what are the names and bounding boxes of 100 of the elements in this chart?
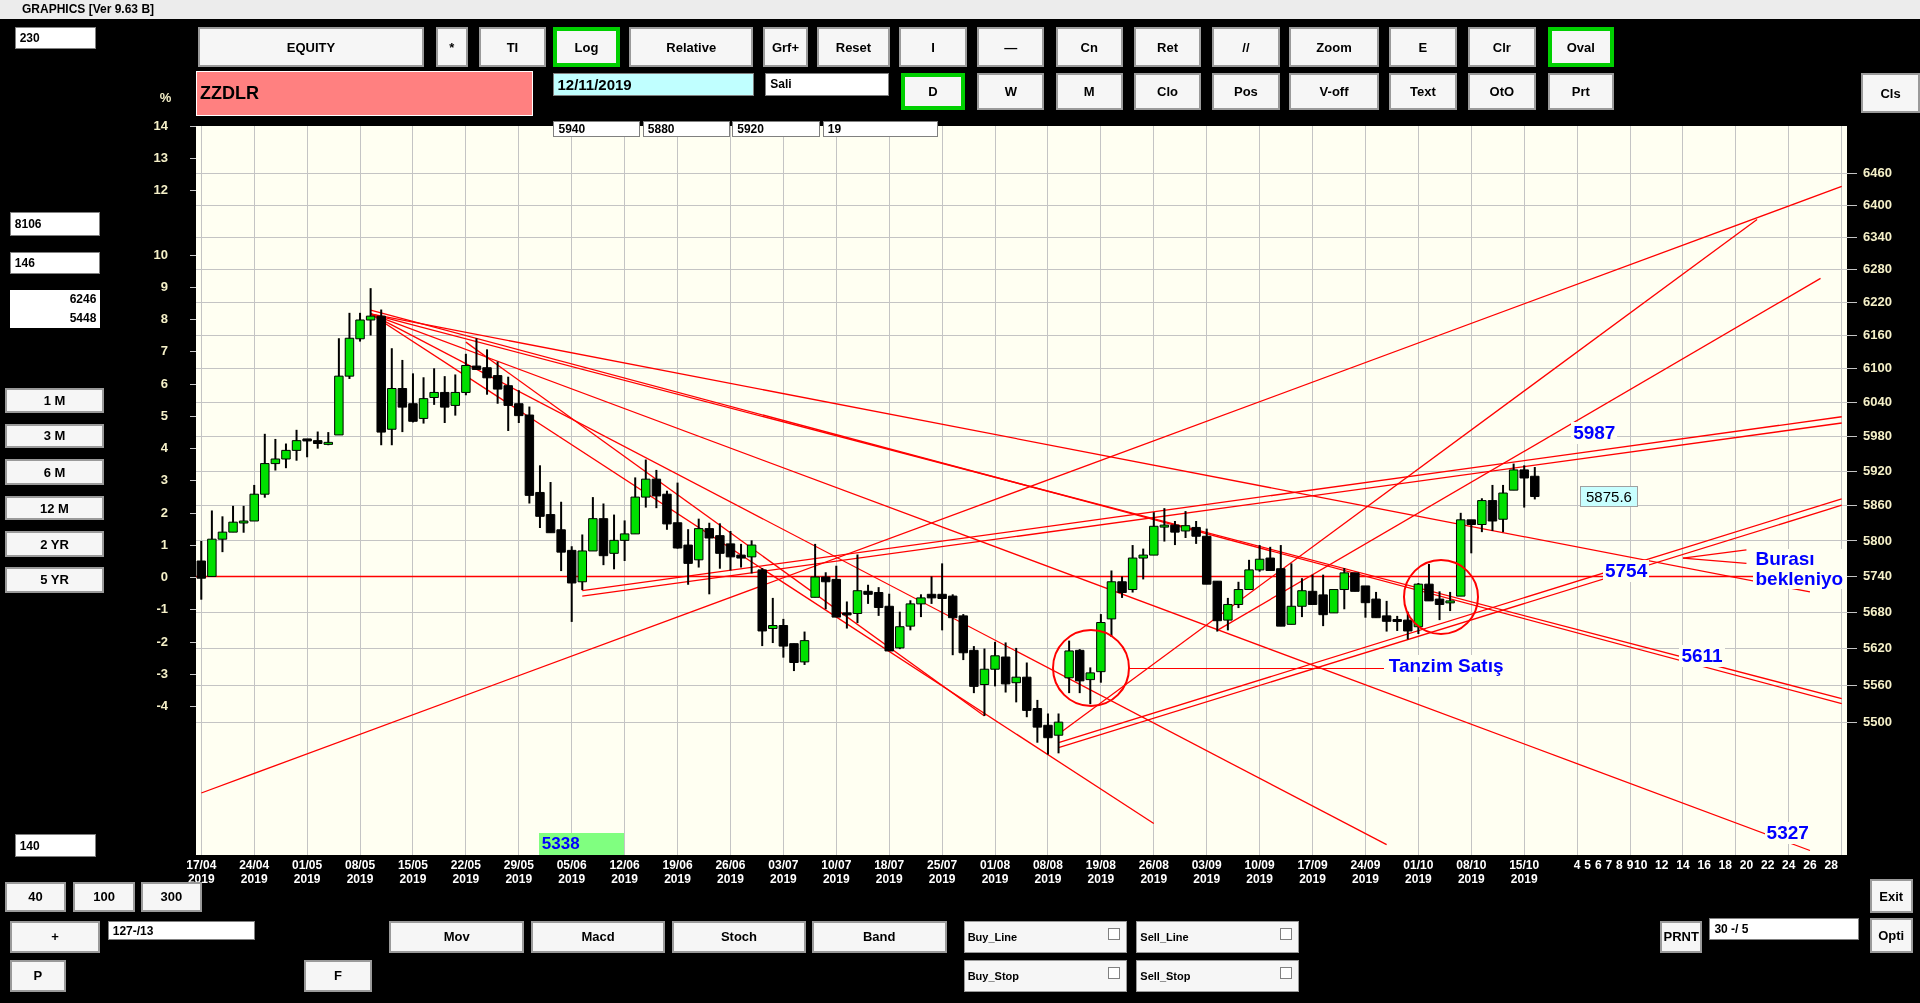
y-tick-label: 6040: [1863, 394, 1892, 410]
button: 100: [73, 881, 135, 913]
x-tick-label: 10/07 2019: [821, 857, 852, 886]
annotation: Burası bekleniyo: [1753, 548, 1847, 590]
y-tick-label: 5920: [1863, 462, 1892, 478]
y-tick-label: 5620: [1863, 640, 1892, 656]
annotation: 5875.6: [1586, 488, 1632, 506]
annotation: 19: [827, 122, 842, 137]
y-tick-label: 5740: [1863, 568, 1892, 584]
text-field: 5920: [732, 121, 821, 138]
button: Opti: [1869, 918, 1913, 953]
checkbox-field: Sell_Line: [1136, 920, 1300, 953]
y-tick-label: 6340: [1863, 228, 1892, 244]
button: Grf+: [762, 26, 809, 68]
y2-tick-label: 5: [160, 407, 168, 423]
button: W: [977, 73, 1045, 111]
y2-tick-label: 7: [160, 343, 168, 359]
y-tick-label: 5680: [1863, 603, 1892, 619]
text-field: 140: [14, 833, 96, 858]
x-tick-label: 26/08 2019: [1138, 857, 1170, 886]
symbol-field: ZZDLR: [195, 71, 533, 117]
text-field: 5880: [642, 121, 730, 138]
text-field: 30 -/ 5: [1709, 918, 1859, 941]
x-tick-label: 12/06 2019: [609, 857, 640, 886]
y-tick-label: 5500: [1863, 713, 1892, 729]
x-tick-label: 15/05 2019: [397, 857, 429, 886]
button: Cls: [1861, 73, 1920, 113]
x-tick-label: 12: [1655, 857, 1669, 872]
button: 2 YR: [4, 531, 105, 558]
button: PRNT: [1660, 920, 1703, 953]
button: Clr: [1468, 26, 1536, 68]
y2-tick-label: 1: [160, 536, 168, 552]
x-tick-label: 01/05 2019: [292, 857, 323, 886]
x-tick-label: 26: [1803, 857, 1817, 872]
text-field: 19: [822, 121, 938, 138]
x-tick-label: 18: [1718, 857, 1733, 872]
button: Reset: [816, 26, 891, 68]
checkbox-field: Sell_Stop: [1136, 960, 1300, 992]
y2-tick-label: 0: [160, 569, 168, 585]
button: Band: [811, 920, 947, 953]
x-tick-label: 22: [1760, 857, 1775, 872]
x-tick-label: 08/08 2019: [1032, 857, 1064, 886]
button: Macd: [531, 920, 665, 953]
y-tick-label: 6220: [1863, 293, 1892, 309]
annotation: 5940: [558, 122, 586, 137]
x-tick-label: 8: [1616, 857, 1624, 872]
x-tick-label: 01/08 2019: [980, 857, 1011, 886]
y2-tick-label: 3: [160, 472, 168, 488]
y2-tick-label: 14: [153, 117, 169, 133]
annotation: 5327: [1764, 821, 1811, 844]
x-tick-label: 29/05 2019: [503, 857, 535, 886]
x-tick-label: 17/09 2019: [1297, 857, 1328, 886]
button: D: [901, 73, 965, 111]
button: Ret: [1133, 26, 1202, 68]
x-tick-label: 24: [1782, 857, 1796, 872]
x-tick-label: 05/06 2019: [556, 857, 588, 886]
x-tick-label: 4: [1573, 857, 1581, 872]
button: 40: [4, 881, 67, 913]
x-tick-label: 18/07 2019: [874, 857, 905, 886]
y-tick-label: 5560: [1863, 676, 1892, 692]
annotation: 5880: [647, 122, 675, 137]
x-tick-label: 19/08 2019: [1085, 857, 1117, 886]
button: 5 YR: [4, 566, 105, 593]
x-tick-label: 16: [1697, 857, 1712, 872]
x-tick-label: 25/07 2019: [927, 857, 958, 886]
y-tick-label: 6100: [1863, 360, 1892, 376]
y2-tick-label: 9: [160, 278, 168, 294]
annotation: 5338: [541, 833, 580, 854]
x-tick-label: 08/10 2019: [1456, 857, 1487, 886]
annotation: 5611: [1679, 645, 1725, 668]
x-tick-label: 10: [1633, 857, 1648, 872]
x-tick-label: 24/04 2019: [239, 857, 270, 886]
x-tick-label: 5: [1584, 857, 1592, 872]
button: I: [898, 26, 968, 68]
x-tick-label: 28: [1824, 857, 1839, 872]
x-tick-label: 01/10 2019: [1403, 857, 1434, 886]
text-field: Sali: [765, 73, 889, 96]
button: EQUITY: [198, 26, 424, 68]
x-tick-label: 03/07 2019: [768, 857, 799, 886]
x-tick-label: 15/10 2019: [1509, 857, 1540, 886]
y2-tick-label: 2: [160, 504, 168, 520]
y2-tick-label: 8: [160, 311, 168, 327]
y2-axis-title: %: [159, 89, 172, 105]
x-tick-label: 9: [1626, 857, 1634, 872]
x-tick-label: 19/06 2019: [662, 857, 693, 886]
annotation: 5754: [1602, 559, 1650, 582]
button: F: [303, 960, 373, 992]
y-tick-label: 5980: [1863, 428, 1892, 444]
x-tick-label: 22/05 2019: [450, 857, 482, 886]
button: Exit: [1869, 879, 1913, 914]
button: 1 M: [4, 388, 105, 413]
button: *: [435, 26, 468, 68]
button: Pos: [1212, 73, 1280, 111]
text-field: 230: [14, 26, 96, 49]
x-tick-label: 03/09 2019: [1191, 857, 1223, 886]
y2-tick-label: -1: [156, 601, 168, 617]
y2-tick-label: 6: [160, 375, 168, 391]
text-field: 6246: [9, 290, 101, 309]
button: Log: [553, 26, 620, 68]
button: Cn: [1055, 26, 1123, 68]
